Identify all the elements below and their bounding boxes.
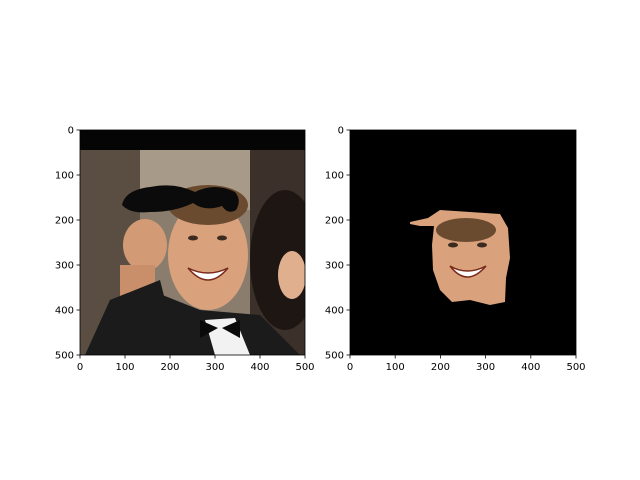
right-ytick-label: 400 <box>325 306 344 317</box>
right-ytick-label: 300 <box>325 261 344 272</box>
right-xtick-label: 300 <box>476 362 495 373</box>
left-ytick-label: 0 <box>68 126 74 137</box>
left-ytick-label: 300 <box>55 261 74 272</box>
left-xtick-label: 300 <box>205 362 224 373</box>
right-image <box>350 130 576 355</box>
left-xtick-label: 200 <box>160 362 179 373</box>
left-xtick-label: 0 <box>77 362 83 373</box>
top-black-band <box>80 130 305 150</box>
left-xtick-label: 100 <box>115 362 134 373</box>
right-xtick-label: 0 <box>347 362 353 373</box>
left-ytick-label: 100 <box>55 171 74 182</box>
left-ytick-label: 400 <box>55 306 74 317</box>
left-xtick-label: 400 <box>250 362 269 373</box>
right-xtick-label: 500 <box>566 362 585 373</box>
right-ytick-label: 200 <box>325 216 344 227</box>
left-ytick-label: 200 <box>55 216 74 227</box>
left-ytick-label: 500 <box>55 351 74 362</box>
right-ytick-label: 500 <box>325 351 344 362</box>
right-ytick-label: 100 <box>325 171 344 182</box>
right-ytick-label: 0 <box>338 126 344 137</box>
left-image <box>80 130 320 355</box>
left-xtick-label: 500 <box>295 362 314 373</box>
right-xtick-label: 100 <box>386 362 405 373</box>
right-xtick-label: 200 <box>431 362 450 373</box>
right-xtick-label: 400 <box>521 362 540 373</box>
